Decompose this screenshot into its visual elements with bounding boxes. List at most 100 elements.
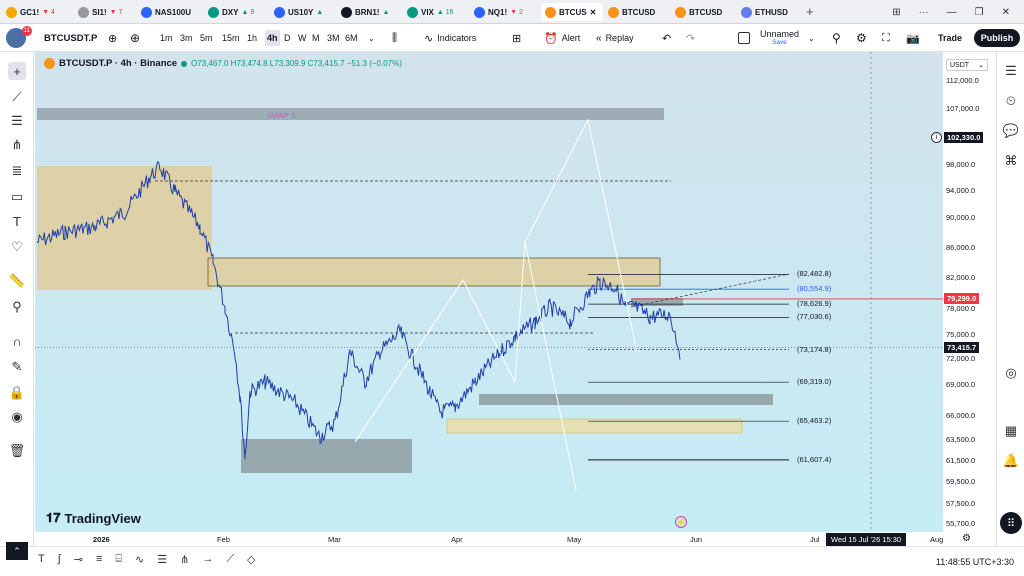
symbol-search[interactable]: BTCUSDT.P xyxy=(44,32,98,44)
small-gray-zone[interactable] xyxy=(631,298,683,306)
layout-dropdown-icon[interactable]: ⌄ xyxy=(808,33,815,43)
collapse-icon[interactable]: ⌃ xyxy=(6,542,28,560)
interval-1h[interactable]: 1h xyxy=(247,33,258,43)
symbol-tab-ethusd[interactable]: ETHUSD xyxy=(741,3,803,21)
user-avatar[interactable] xyxy=(6,28,26,48)
status-clock[interactable]: 11:48:55 UTC+3:30 xyxy=(935,557,1014,567)
heart-icon[interactable]: ♡ xyxy=(11,239,23,254)
layout-name[interactable]: Unnamed Save xyxy=(760,29,800,46)
symbol-tab-btcusd[interactable]: BTCUSD xyxy=(675,3,737,21)
close-tab-icon[interactable]: ✕ xyxy=(589,7,597,17)
publish-button[interactable]: Publish xyxy=(974,29,1020,47)
interval-w[interactable]: W xyxy=(298,33,307,43)
compare-icon[interactable]: ⊕ xyxy=(108,32,118,45)
demand-zone-apr-tan[interactable] xyxy=(446,418,743,434)
apps-icon[interactable]: ⠿ xyxy=(1000,512,1022,534)
layout-checkbox[interactable] xyxy=(738,32,750,44)
axis-settings-icon[interactable]: ⚙ xyxy=(962,533,971,544)
supply-zone-left[interactable] xyxy=(37,166,212,290)
trade-button[interactable]: Trade xyxy=(938,33,963,43)
demand-zone-low[interactable] xyxy=(241,439,412,473)
calendar-icon[interactable]: ▦ xyxy=(1004,423,1018,438)
brush-icon[interactable]: ∫ xyxy=(57,553,61,565)
restore-icon[interactable]: ❐ xyxy=(974,6,984,18)
magic-icon[interactable]: ⚡ xyxy=(675,516,687,528)
rectangle-icon[interactable]: ▭ xyxy=(10,189,24,204)
interval-m[interactable]: M xyxy=(312,33,320,43)
interval-5m[interactable]: 5m xyxy=(200,33,213,43)
trend-line-dashed[interactable] xyxy=(630,273,790,308)
interval-dropdown-icon[interactable]: ⌄ xyxy=(368,33,375,43)
replay-button[interactable]: « Replay xyxy=(596,32,634,44)
symbol-tab-us10y[interactable]: US10Y ▲ xyxy=(274,3,336,21)
ruler-icon[interactable]: 📏 xyxy=(8,273,26,288)
indicators-button[interactable]: ∿ Indicators xyxy=(424,32,477,45)
crosshair-icon[interactable]: + xyxy=(8,62,26,80)
symbol-tab-nas100u[interactable]: NAS100U xyxy=(141,3,203,21)
text-tool-icon[interactable]: T xyxy=(38,553,45,565)
trash-icon[interactable]: 🗑 xyxy=(8,443,26,458)
trend-line-icon[interactable]: ⟋ xyxy=(12,89,22,104)
chart-type-icon[interactable]: ⫼ xyxy=(392,31,398,44)
text-icon[interactable]: T xyxy=(13,213,21,229)
symbol-tab-si1[interactable]: SI1! ▼ 7 xyxy=(78,3,140,21)
chat-icon[interactable]: 💬 xyxy=(1002,123,1020,138)
eye-icon[interactable]: ◉ xyxy=(11,409,23,424)
fib-icon[interactable]: ≣ xyxy=(11,163,23,178)
channel-icon[interactable]: ⌸ xyxy=(115,553,122,565)
templates-icon[interactable]: ⊞ xyxy=(512,32,522,45)
pin-icon[interactable]: ⋔ xyxy=(180,554,190,566)
symbol-tab-brn1[interactable]: BRN1! ▲ xyxy=(341,3,403,21)
minimize-icon[interactable]: — xyxy=(946,6,957,18)
path-icon[interactable]: ∿ xyxy=(135,554,145,566)
interval-3m[interactable]: 3M xyxy=(327,33,340,43)
add-symbol-icon[interactable]: ⊕ xyxy=(130,31,141,45)
interval-d[interactable]: D xyxy=(284,33,291,43)
currency-selector[interactable]: USDT ⌄ xyxy=(946,59,988,71)
new-tab-button[interactable]: + xyxy=(806,4,814,19)
layout-icon[interactable]: ⊞ xyxy=(892,6,901,18)
interval-3m[interactable]: 3m xyxy=(180,33,193,43)
redo-icon[interactable]: ↷ xyxy=(686,32,696,45)
watchlist-icon[interactable]: ☰ xyxy=(1005,63,1017,78)
notifications-icon[interactable]: 🔔 xyxy=(1002,453,1020,468)
chart-canvas[interactable]: SWAP S xyxy=(35,52,943,546)
ray-icon[interactable]: ⊸ xyxy=(73,554,83,566)
lines-tool-icon[interactable]: ☰ xyxy=(157,554,168,566)
symbol-tab-dxy[interactable]: DXY ▲ 9 xyxy=(208,3,270,21)
lock-icon[interactable]: 🔒 xyxy=(8,385,26,400)
fullscreen-icon[interactable]: ⛶ xyxy=(882,31,890,44)
alerts-clock-icon[interactable]: ⏲ xyxy=(1005,93,1017,108)
ideas-icon[interactable]: ⌘ xyxy=(1004,153,1018,168)
info-icon[interactable]: i xyxy=(931,132,942,143)
interval-6m[interactable]: 6M xyxy=(345,33,358,43)
alert-button[interactable]: ⏰ Alert xyxy=(544,32,581,45)
interval-1m[interactable]: 1m xyxy=(160,33,173,43)
time-axis[interactable]: 2026 Feb Mar Apr May Jun Jul Aug xyxy=(35,532,996,546)
symbol-tab-btcus[interactable]: BTCUS ✕ xyxy=(541,3,603,21)
magnet-icon[interactable]: ∩ xyxy=(12,333,22,349)
eraser-icon[interactable]: ◇ xyxy=(247,554,256,566)
horizontal-lines-icon[interactable]: ☰ xyxy=(11,113,23,128)
segment-icon[interactable]: ⟋ xyxy=(226,553,235,565)
interval-15m[interactable]: 15m xyxy=(222,33,240,43)
pitchfork-icon[interactable]: ⋔ xyxy=(11,137,23,152)
hotlist-icon[interactable]: ◎ xyxy=(1005,365,1017,380)
undo-icon[interactable]: ↶ xyxy=(662,32,672,45)
swap-zone[interactable] xyxy=(37,108,664,120)
interval-4h[interactable]: 4h xyxy=(265,30,280,46)
price-axis[interactable]: USDT ⌄ xyxy=(943,52,996,532)
supply-zone-mid[interactable] xyxy=(207,257,661,287)
snapshot-icon[interactable]: 📷 xyxy=(906,32,920,45)
symbol-tab-gc1[interactable]: GC1! ▼ 4 xyxy=(6,3,68,21)
lock-drawings-icon[interactable]: ✎ xyxy=(11,359,23,374)
symbol-tab-btcusd[interactable]: BTCUSD xyxy=(608,3,670,21)
more-icon[interactable]: ··· xyxy=(918,6,929,18)
symbol-tab-vix[interactable]: VIX ▲ 16 xyxy=(407,3,469,21)
quick-search-icon[interactable]: ⚲ xyxy=(832,31,841,45)
zoom-icon[interactable]: ⚲ xyxy=(12,299,22,314)
demand-zone-apr[interactable] xyxy=(479,394,773,405)
arrow-icon[interactable]: → xyxy=(202,553,214,565)
close-icon[interactable]: ✕ xyxy=(1001,6,1010,18)
settings-icon[interactable]: ⚙ xyxy=(856,31,867,45)
